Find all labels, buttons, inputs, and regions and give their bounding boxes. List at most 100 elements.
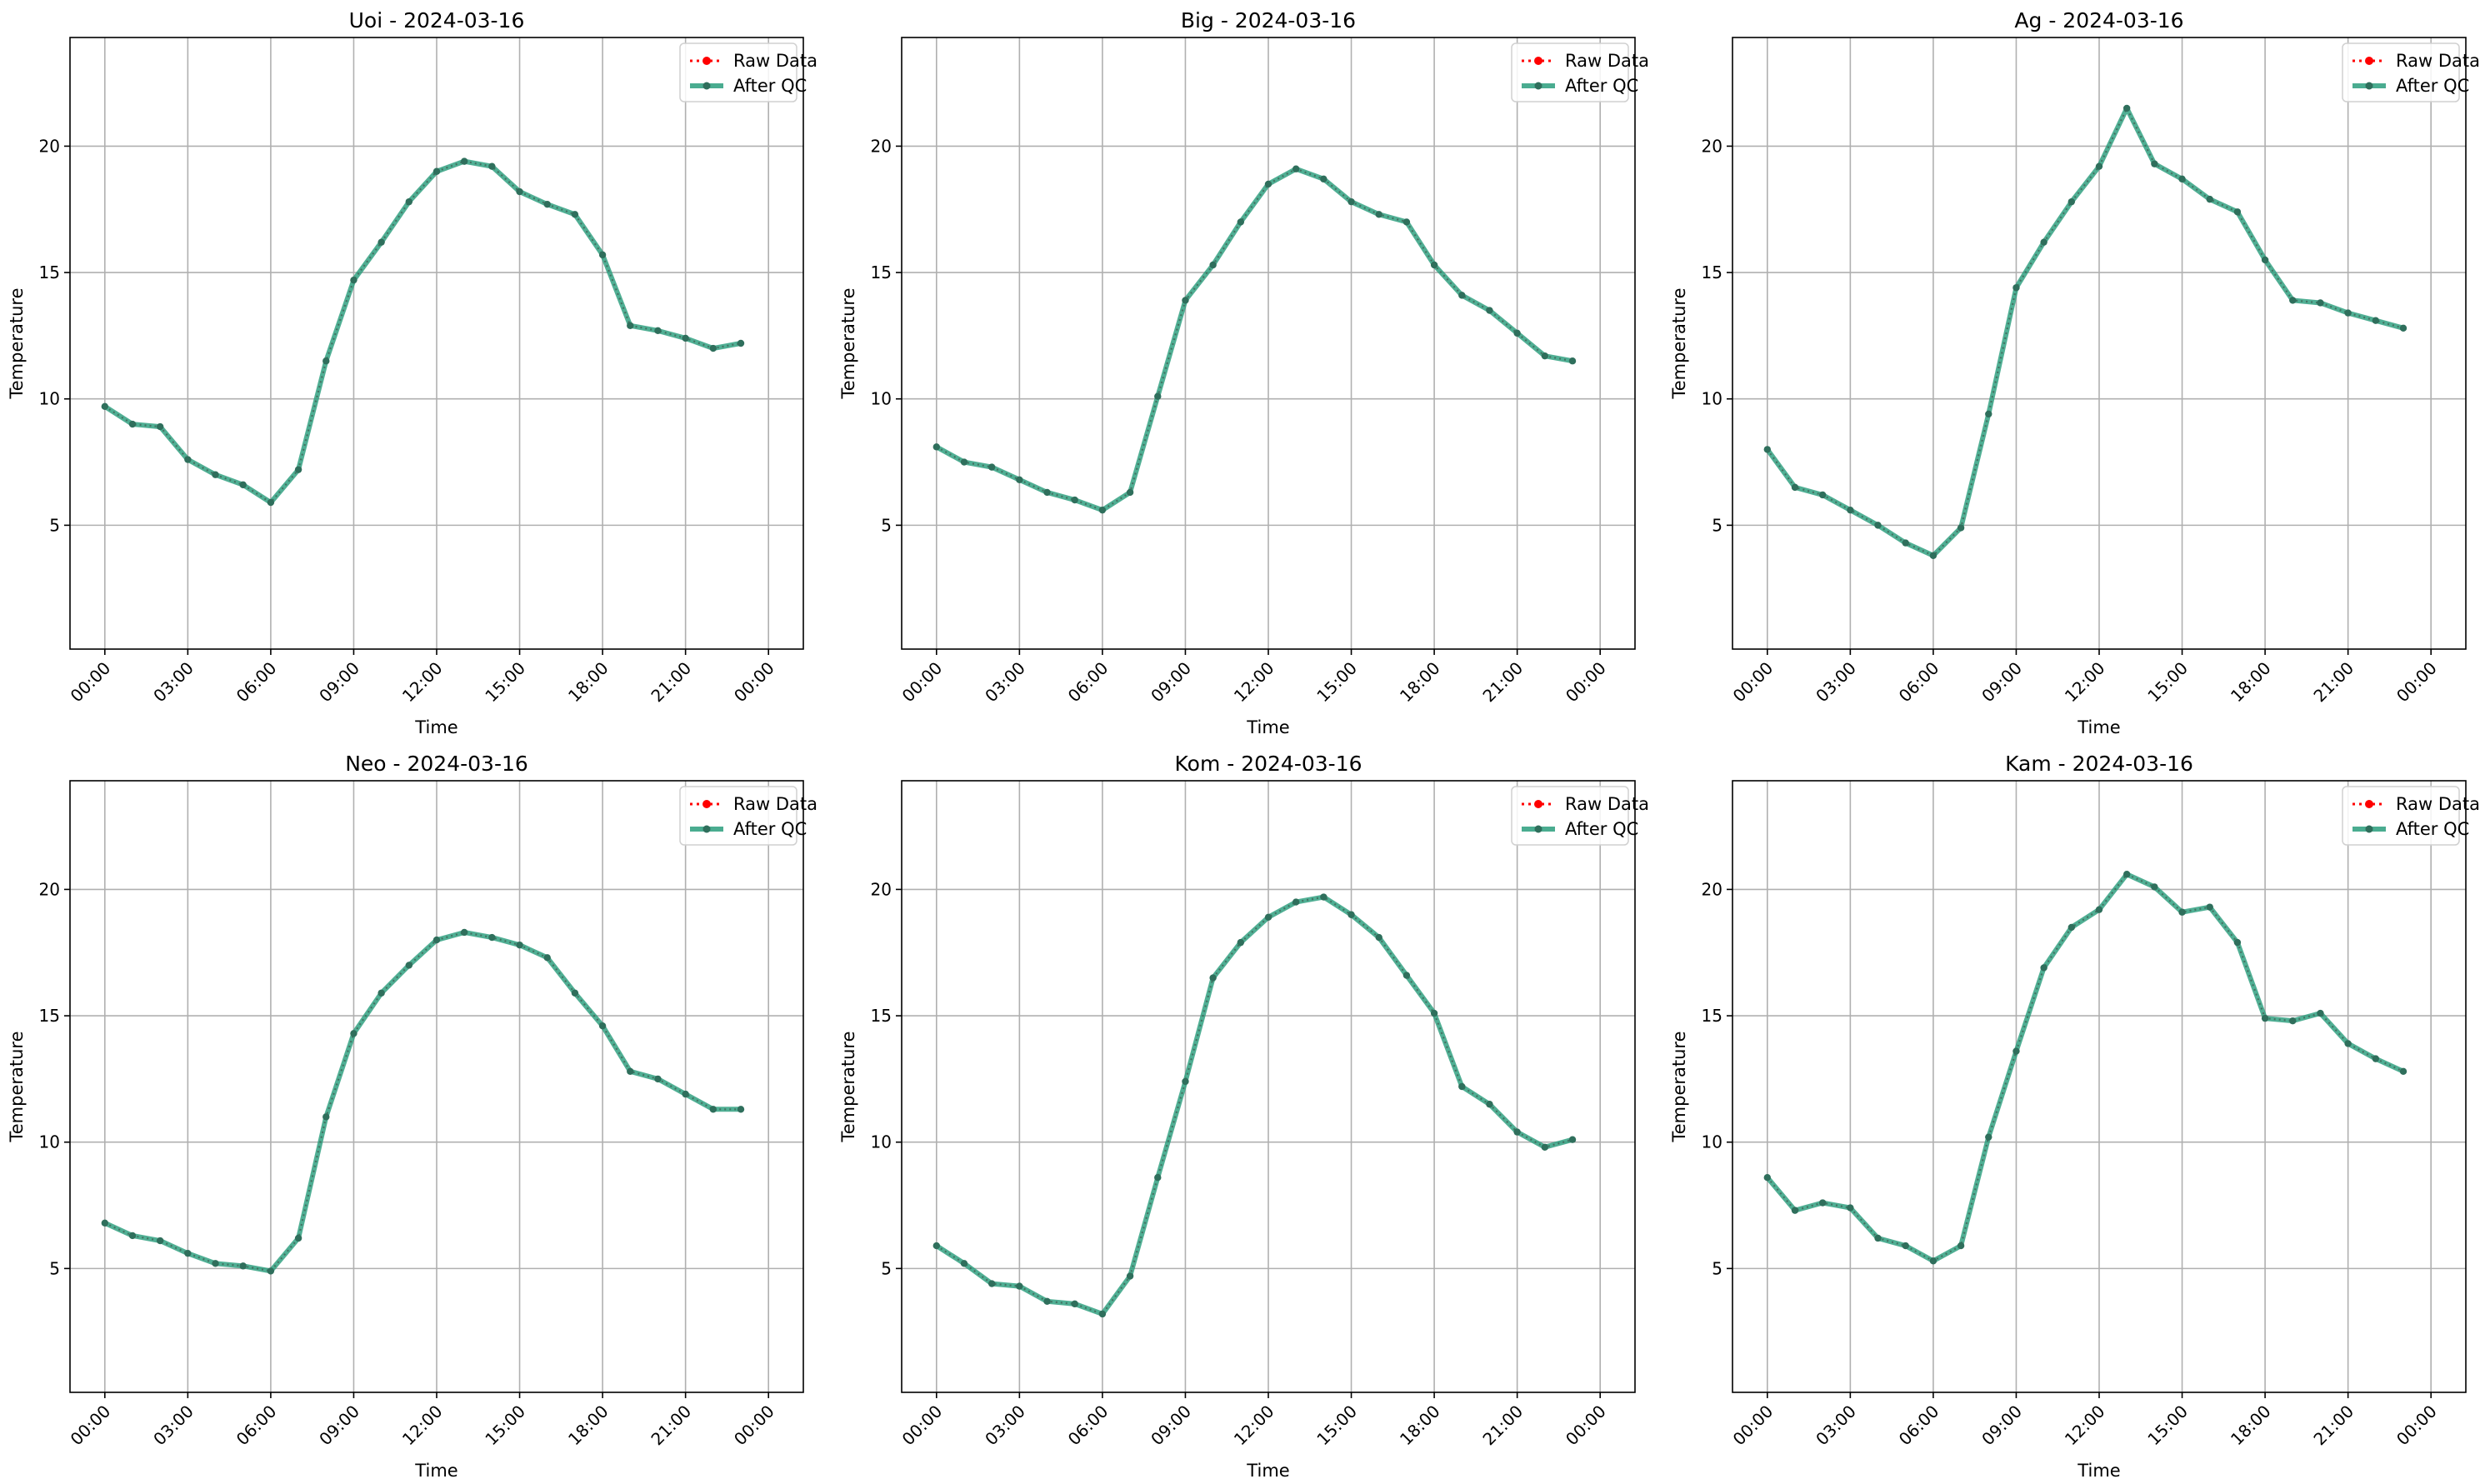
x-tick-label: 18:00 xyxy=(564,1402,612,1450)
after-qc-line xyxy=(103,929,742,1274)
legend-qc-marker xyxy=(2365,82,2373,90)
raw-data-line xyxy=(936,167,1573,512)
after-qc-point xyxy=(1209,261,1217,269)
x-tick-label: 09:00 xyxy=(1147,1402,1195,1450)
subplot-4: 00:00 03:00 06:00 09:00 12:00 15:00 18:00 21:00… xyxy=(7,752,818,1481)
x-axis-label: Time xyxy=(414,1461,458,1481)
after-qc-point xyxy=(709,1106,718,1113)
after-qc-point xyxy=(1513,1128,1521,1136)
after-qc-line xyxy=(935,166,1573,513)
after-qc-point xyxy=(2372,317,2380,324)
after-qc-point xyxy=(2178,175,2186,183)
after-qc-point xyxy=(2012,1047,2020,1055)
x-tick-label: 03:00 xyxy=(981,658,1029,707)
after-qc-point xyxy=(1568,1136,1577,1143)
x-tick-label: 09:00 xyxy=(1978,658,2026,707)
after-qc-line xyxy=(935,894,1573,1317)
after-qc-point xyxy=(294,1234,302,1242)
after-qc-point xyxy=(2289,297,2297,304)
after-qc-point xyxy=(1264,913,1272,921)
y-axis-label: Temperature xyxy=(1669,1031,1689,1142)
after-qc-point xyxy=(1237,218,1245,226)
after-qc-point xyxy=(627,1067,634,1076)
x-tick-label: 12:00 xyxy=(1230,658,1278,707)
after-qc-point xyxy=(1320,175,1328,183)
x-tick-label: 00:00 xyxy=(898,1402,947,1450)
legend-raw-marker xyxy=(702,800,711,808)
y-axis-label: Temperature xyxy=(838,287,858,399)
after-qc-point xyxy=(1791,483,1799,492)
legend-qc-label: After QC xyxy=(2396,76,2469,96)
legend-qc-label: After QC xyxy=(1565,819,1638,839)
x-tick-label: 00:00 xyxy=(730,1402,778,1450)
x-tick-label: 12:00 xyxy=(1230,1402,1278,1450)
after-qc-point xyxy=(2068,923,2076,932)
x-tick-label: 15:00 xyxy=(481,1402,529,1450)
x-tick-label: 18:00 xyxy=(2227,658,2275,707)
after-qc-point xyxy=(571,211,579,218)
x-tick-label: 18:00 xyxy=(2227,1402,2275,1450)
after-qc-point xyxy=(1071,496,1078,504)
after-qc-point xyxy=(1929,552,1938,559)
x-tick-label: 15:00 xyxy=(1312,658,1361,707)
legend-qc-marker xyxy=(2365,825,2373,833)
x-tick-label: 21:00 xyxy=(647,658,695,707)
after-qc-point xyxy=(156,422,164,431)
legend: Raw Data After QC xyxy=(679,42,818,102)
after-qc-point xyxy=(1375,933,1382,942)
x-tick-label: 06:00 xyxy=(232,1402,281,1450)
after-qc-point xyxy=(2068,197,2076,206)
after-qc-point xyxy=(571,989,579,997)
legend-qc-label: After QC xyxy=(733,76,807,96)
after-qc-point xyxy=(960,458,968,466)
after-qc-line xyxy=(103,158,742,506)
x-tick-label: 06:00 xyxy=(232,658,281,707)
subplot-title: Kam - 2024-03-16 xyxy=(2005,752,2193,776)
after-qc-point xyxy=(2122,104,2131,112)
after-qc-point xyxy=(1847,1204,1854,1212)
x-tick-label: 03:00 xyxy=(149,1402,198,1450)
after-qc-point xyxy=(543,200,551,208)
x-axis-label: Time xyxy=(414,717,458,737)
after-qc-point xyxy=(1874,522,1882,529)
after-qc-point xyxy=(2344,1040,2352,1047)
x-tick-label: 21:00 xyxy=(1478,658,1527,707)
x-axis-label: Time xyxy=(2077,717,2120,737)
after-qc-point xyxy=(2206,195,2213,203)
legend-qc-marker xyxy=(702,825,711,833)
y-tick-label: 5 xyxy=(881,515,892,535)
after-qc-point xyxy=(2095,906,2103,913)
after-qc-point xyxy=(2399,324,2408,332)
y-tick-label: 5 xyxy=(1712,1258,1722,1278)
legend-raw-label: Raw Data xyxy=(2396,794,2480,814)
legend-raw-label: Raw Data xyxy=(733,794,818,814)
x-tick-label: 15:00 xyxy=(2143,1402,2192,1450)
y-tick-label: 15 xyxy=(1702,1006,1722,1026)
after-qc-point xyxy=(627,322,634,329)
legend-qc-label: After QC xyxy=(733,819,807,839)
after-qc-point xyxy=(2261,256,2269,264)
x-tick-label: 15:00 xyxy=(2143,658,2192,707)
after-qc-point xyxy=(212,1260,219,1267)
x-tick-label: 06:00 xyxy=(1064,1402,1112,1450)
subplot-2: 00:00 03:00 06:00 09:00 12:00 15:00 18:00 21:00… xyxy=(838,8,1649,737)
x-tick-label: 03:00 xyxy=(1812,658,1860,707)
y-axis-label: Temperature xyxy=(7,287,27,399)
subplot-title: Uoi - 2024-03-16 xyxy=(349,8,525,32)
legend-qc-marker xyxy=(702,82,711,90)
after-qc-point xyxy=(516,187,523,196)
after-qc-point xyxy=(184,1249,192,1257)
after-qc-point xyxy=(156,1237,164,1245)
subplot-title: Kom - 2024-03-16 xyxy=(1175,752,1362,776)
x-tick-label: 12:00 xyxy=(398,1402,447,1450)
x-tick-label: 18:00 xyxy=(1396,658,1444,707)
after-qc-point xyxy=(1430,261,1438,269)
after-qc-point xyxy=(654,1075,662,1083)
legend-raw-label: Raw Data xyxy=(733,51,818,71)
y-tick-label: 10 xyxy=(39,389,60,409)
x-tick-label: 21:00 xyxy=(2309,658,2358,707)
after-qc-point xyxy=(543,954,551,962)
after-qc-point xyxy=(1763,446,1772,453)
x-tick-label: 12:00 xyxy=(2061,1402,2109,1450)
after-qc-point xyxy=(1513,329,1521,337)
